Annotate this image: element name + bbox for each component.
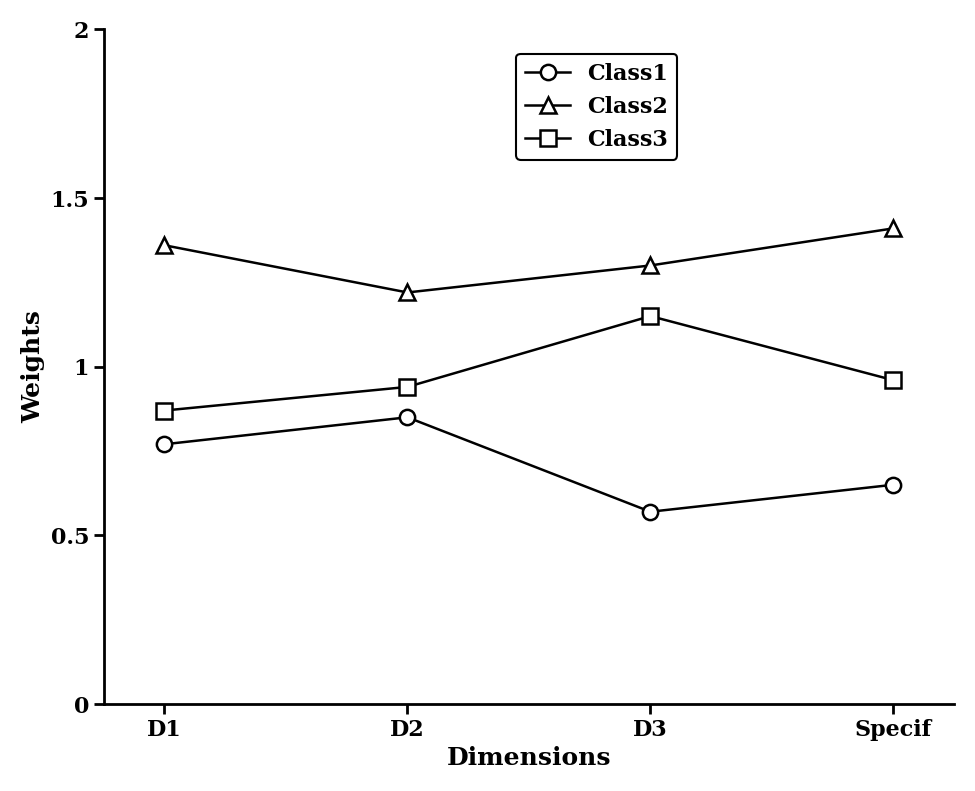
Y-axis label: Weights: Weights [20,310,45,423]
Class1 [644,507,656,517]
Line: Class2: Class2 [157,221,901,300]
Class3 [644,312,656,321]
Class2 [887,224,899,233]
Class1 [402,413,413,422]
Line: Class1: Class1 [157,410,901,520]
Line: Class3: Class3 [157,308,901,418]
Class2 [644,261,656,271]
Class3 [887,376,899,385]
Class1 [159,440,171,449]
Class2 [402,288,413,297]
Class1 [887,480,899,490]
Class3 [159,406,171,415]
X-axis label: Dimensions: Dimensions [447,746,611,770]
Class3 [402,382,413,392]
Legend: Class1, Class2, Class3: Class1, Class2, Class3 [517,54,678,160]
Class2 [159,240,171,250]
